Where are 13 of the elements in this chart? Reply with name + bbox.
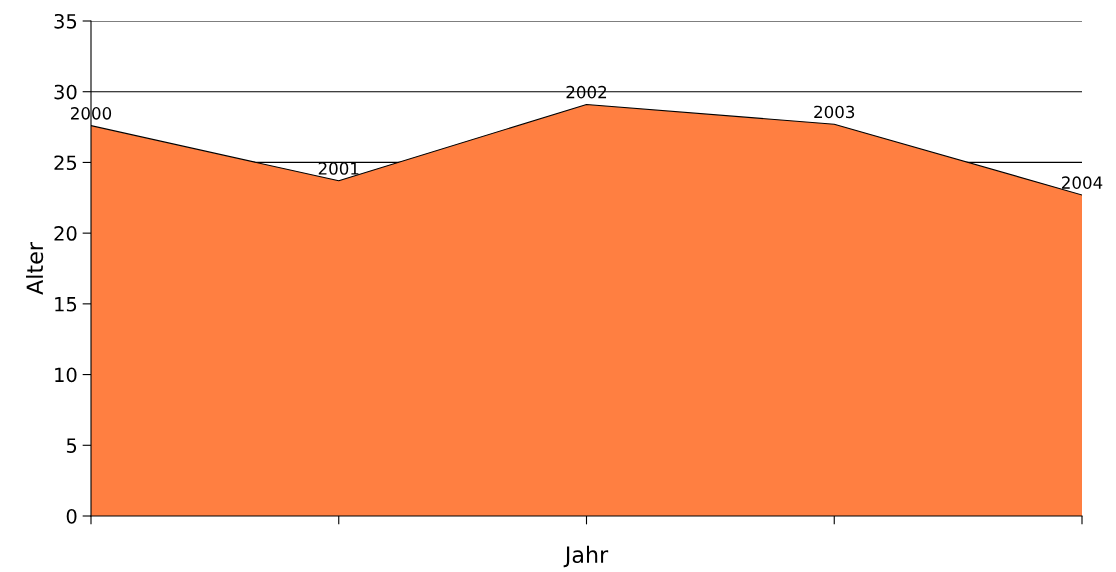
y-tick-label: 10: [55, 367, 77, 383]
annotation: 2004: [1062, 176, 1103, 189]
y-tick-label: 0: [66, 508, 77, 524]
y-tick-label: 25: [54, 155, 77, 171]
y-tick-label: 20: [54, 226, 77, 241]
annotation: 2001: [318, 162, 359, 175]
y-tick-label: 30: [54, 84, 77, 100]
y-tick-label: 35: [54, 13, 77, 29]
x-axis-title: Jahr: [563, 545, 609, 568]
y-tick-label: 15: [55, 297, 77, 312]
y-axis-title: Alter: [26, 242, 44, 295]
annotation: 2003: [814, 105, 855, 119]
y-tick-label: 5: [66, 438, 77, 453]
